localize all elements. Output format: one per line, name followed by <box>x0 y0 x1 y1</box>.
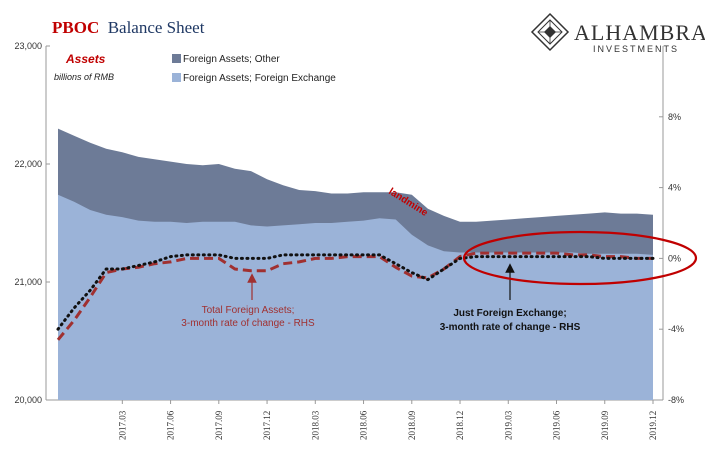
alhambra-logo: ALHAMBRA INVESTMENTS <box>530 12 705 54</box>
x-tick-label: 2018.03 <box>310 410 320 440</box>
right-tick-label: 4% <box>668 183 681 193</box>
x-tick-label: 2018.06 <box>359 410 369 440</box>
right-tick-label: 8% <box>668 112 681 122</box>
x-tick-label: 2017.12 <box>262 411 272 440</box>
legend-label-other: Foreign Assets; Other <box>183 54 280 65</box>
x-tick-label: 2017.06 <box>166 410 176 440</box>
left-tick-label: 21,000 <box>14 277 42 287</box>
line-foreign-exchange-roc <box>56 253 655 331</box>
chart-subtitle: Assets <box>65 52 106 66</box>
x-tick-label: 2017.09 <box>214 410 224 440</box>
x-tick-label: 2018.12 <box>455 411 465 440</box>
annotation-total: Total Foreign Assets; 3-month rate of ch… <box>181 273 315 329</box>
units-label: billions of RMB <box>54 72 114 82</box>
right-tick-label: 0% <box>668 253 681 263</box>
left-tick-label: 22,000 <box>14 159 42 169</box>
chart-title: PBOC Balance Sheet <box>52 18 205 37</box>
x-tick-label: 2017.03 <box>117 410 127 440</box>
annotation-fx: Just Foreign Exchange; 3-month rate of c… <box>440 263 581 333</box>
logo-sub-text: INVESTMENTS <box>593 44 679 54</box>
annotation-total-line2: 3-month rate of change - RHS <box>181 318 315 329</box>
annotation-total-line1: Total Foreign Assets; <box>202 305 295 316</box>
left-axis-ticks: 20,000 21,000 22,000 23,000 <box>14 41 50 405</box>
area-foreign-exchange <box>58 194 653 400</box>
x-tick-label: 2019.06 <box>552 410 562 440</box>
area-series-group <box>58 128 653 400</box>
left-tick-label: 23,000 <box>14 41 42 51</box>
x-tick-label: 2019.09 <box>600 410 610 440</box>
legend-swatch-other <box>172 54 181 63</box>
line-total-foreign-assets-roc <box>56 251 653 341</box>
x-tick-label: 2019.12 <box>648 411 658 440</box>
x-axis-ticks: 2017.03 2017.06 2017.09 2017.12 2018.03 2018.… <box>117 400 658 440</box>
legend-swatch-fx <box>172 73 181 82</box>
x-tick-label: 2019.03 <box>503 410 513 440</box>
left-tick-label: 20,000 <box>14 395 42 405</box>
annotation-fx-line2: 3-month rate of change - RHS <box>440 322 581 333</box>
logo-main-text: ALHAMBRA <box>574 20 705 45</box>
legend: Foreign Assets; Other Foreign Assets; Fo… <box>172 54 336 84</box>
line-series-group <box>56 251 655 341</box>
right-axis-ticks: -8% -4% 0% 4% 8% <box>659 112 684 405</box>
right-tick-label: -4% <box>668 324 684 334</box>
x-tick-label: 2018.09 <box>407 410 417 440</box>
legend-label-fx: Foreign Assets; Foreign Exchange <box>183 73 336 84</box>
diamond-logo-icon <box>530 12 570 52</box>
annotation-fx-line1: Just Foreign Exchange; <box>453 308 566 319</box>
highlight-ellipse <box>462 230 698 286</box>
right-tick-label: -8% <box>668 395 684 405</box>
